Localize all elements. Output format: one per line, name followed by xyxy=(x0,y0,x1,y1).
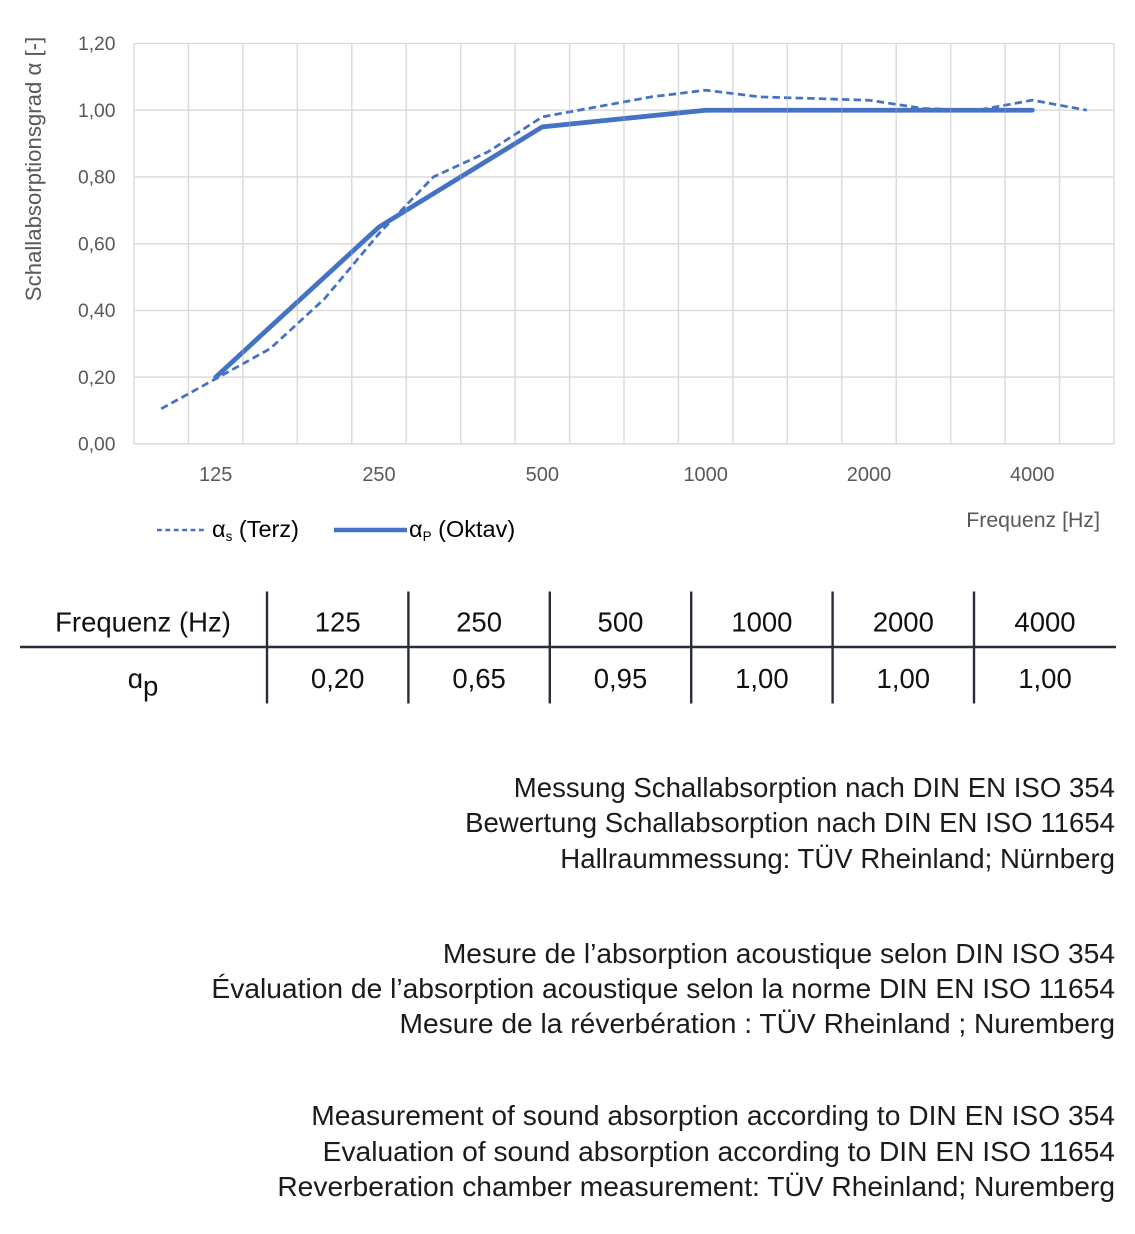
svg-text:250: 250 xyxy=(456,607,502,638)
svg-text:4000: 4000 xyxy=(1014,607,1075,638)
svg-text:1,00: 1,00 xyxy=(1018,663,1072,694)
svg-text:0,40: 0,40 xyxy=(78,301,116,322)
svg-text:4000: 4000 xyxy=(1010,464,1055,486)
svg-text:0,65: 0,65 xyxy=(452,663,506,694)
svg-text:Schallabsorptionsgrad α [-]: Schallabsorptionsgrad α [-] xyxy=(21,37,46,301)
svg-text:500: 500 xyxy=(598,607,644,638)
svg-text:0,00: 0,00 xyxy=(78,435,116,456)
svg-text:0,80: 0,80 xyxy=(78,168,116,189)
svg-text:2000: 2000 xyxy=(847,464,892,486)
svg-text:Frequenz (Hz): Frequenz (Hz) xyxy=(55,607,231,638)
svg-text:ɑp: ɑp xyxy=(128,663,159,702)
svg-text:1,00: 1,00 xyxy=(78,101,116,122)
svg-text:1,00: 1,00 xyxy=(735,663,789,694)
svg-text:0,20: 0,20 xyxy=(311,663,365,694)
svg-text:1,00: 1,00 xyxy=(877,663,931,694)
svg-text:125: 125 xyxy=(199,464,232,486)
svg-text:500: 500 xyxy=(526,464,559,486)
svg-text:0,95: 0,95 xyxy=(594,663,648,694)
svg-text:1,20: 1,20 xyxy=(78,34,116,55)
svg-text:250: 250 xyxy=(362,464,395,486)
svg-text:1000: 1000 xyxy=(731,607,792,638)
svg-text:2000: 2000 xyxy=(873,607,934,638)
svg-text:0,60: 0,60 xyxy=(78,234,116,255)
svg-text:1000: 1000 xyxy=(683,464,728,486)
svg-text:0,20: 0,20 xyxy=(78,368,116,389)
svg-text:Frequenz [Hz]: Frequenz [Hz] xyxy=(966,508,1100,532)
svg-text:125: 125 xyxy=(315,607,361,638)
svg-text:αP (Oktav): αP (Oktav) xyxy=(409,516,515,544)
svg-text:αs (Terz): αs (Terz) xyxy=(212,516,299,544)
